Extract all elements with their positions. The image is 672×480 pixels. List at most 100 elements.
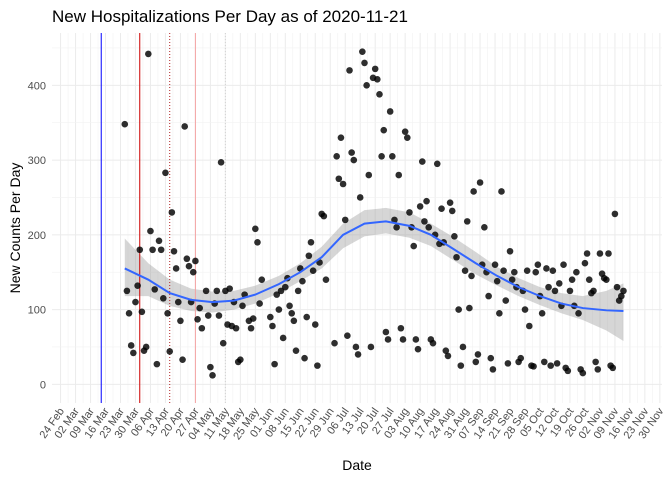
data-point xyxy=(170,247,178,255)
data-point xyxy=(401,128,409,135)
data-point xyxy=(386,108,394,115)
data-point xyxy=(305,252,313,260)
confidence-band-area xyxy=(124,207,624,341)
data-point xyxy=(121,120,129,128)
data-point xyxy=(491,261,499,269)
data-point xyxy=(183,255,191,263)
data-point xyxy=(393,224,400,231)
data-point xyxy=(239,302,246,310)
data-point xyxy=(504,360,512,367)
reference-lines xyxy=(100,33,226,403)
data-point xyxy=(448,207,456,215)
data-point xyxy=(181,123,189,130)
data-point xyxy=(145,50,152,58)
data-point xyxy=(189,268,197,276)
data-point xyxy=(341,216,349,224)
data-point xyxy=(292,347,300,354)
confidence-band xyxy=(124,207,624,341)
data-point xyxy=(134,282,141,289)
data-point xyxy=(382,328,390,336)
data-point xyxy=(277,287,285,295)
data-point xyxy=(553,360,561,367)
data-point xyxy=(209,372,216,379)
data-point xyxy=(331,339,338,347)
data-point xyxy=(192,257,199,265)
data-point xyxy=(378,153,385,160)
data-point xyxy=(337,134,345,141)
data-point xyxy=(309,267,317,274)
data-point xyxy=(352,343,360,351)
data-point xyxy=(425,224,433,231)
chart-title: New Hospitalizations Per Day as of 2020-… xyxy=(52,7,408,26)
data-point xyxy=(500,267,507,274)
data-point xyxy=(314,362,321,369)
data-point xyxy=(348,149,355,156)
data-point xyxy=(363,82,370,89)
data-point xyxy=(371,65,379,73)
y-axis-title: New Counts Per Day xyxy=(7,163,23,294)
data-point xyxy=(399,336,407,343)
data-point xyxy=(273,291,281,298)
data-point xyxy=(174,298,182,306)
data-point xyxy=(429,339,437,347)
y-tick-label: 400 xyxy=(28,80,46,92)
data-point xyxy=(346,67,353,74)
data-point xyxy=(418,158,426,165)
data-point xyxy=(463,218,471,225)
data-point xyxy=(359,48,366,55)
data-point xyxy=(320,212,328,220)
data-point xyxy=(416,203,424,210)
data-point xyxy=(269,322,276,330)
data-point xyxy=(596,250,604,257)
smooth-line xyxy=(124,220,624,313)
data-point xyxy=(485,292,492,300)
data-point xyxy=(202,287,210,295)
data-point xyxy=(433,160,441,168)
data-point xyxy=(487,354,495,362)
data-point xyxy=(254,238,261,246)
data-point xyxy=(579,369,587,377)
data-point xyxy=(453,253,460,261)
data-point xyxy=(333,153,340,160)
data-point xyxy=(592,358,599,366)
smooth-curve xyxy=(124,220,624,313)
data-point xyxy=(472,358,480,366)
data-point xyxy=(307,238,315,246)
data-point xyxy=(397,324,405,332)
data-point xyxy=(611,210,619,218)
data-point xyxy=(196,304,203,312)
data-point xyxy=(279,334,287,342)
data-point xyxy=(147,227,154,235)
data-point xyxy=(123,287,131,295)
data-point xyxy=(618,292,625,300)
data-point xyxy=(288,310,296,317)
data-point xyxy=(575,310,582,317)
data-point xyxy=(194,315,201,323)
data-point xyxy=(590,287,597,295)
data-point xyxy=(468,272,475,280)
data-point xyxy=(219,339,227,347)
data-point xyxy=(476,179,484,186)
data-point xyxy=(609,364,617,372)
data-point xyxy=(442,347,450,354)
data-point xyxy=(267,313,274,321)
data-point xyxy=(258,276,266,283)
data-point xyxy=(545,283,552,291)
data-points xyxy=(121,48,627,379)
data-point xyxy=(446,199,454,206)
data-point xyxy=(489,366,497,373)
data-point xyxy=(256,300,263,307)
data-point xyxy=(290,317,298,325)
data-point xyxy=(164,310,171,317)
data-point xyxy=(532,268,540,276)
data-point xyxy=(613,283,621,291)
data-point xyxy=(525,322,533,330)
data-point xyxy=(303,313,311,321)
data-point xyxy=(551,287,559,295)
data-point xyxy=(457,362,465,369)
data-point xyxy=(620,287,627,295)
data-point xyxy=(142,343,150,351)
data-point xyxy=(335,175,343,183)
data-point xyxy=(207,363,214,371)
